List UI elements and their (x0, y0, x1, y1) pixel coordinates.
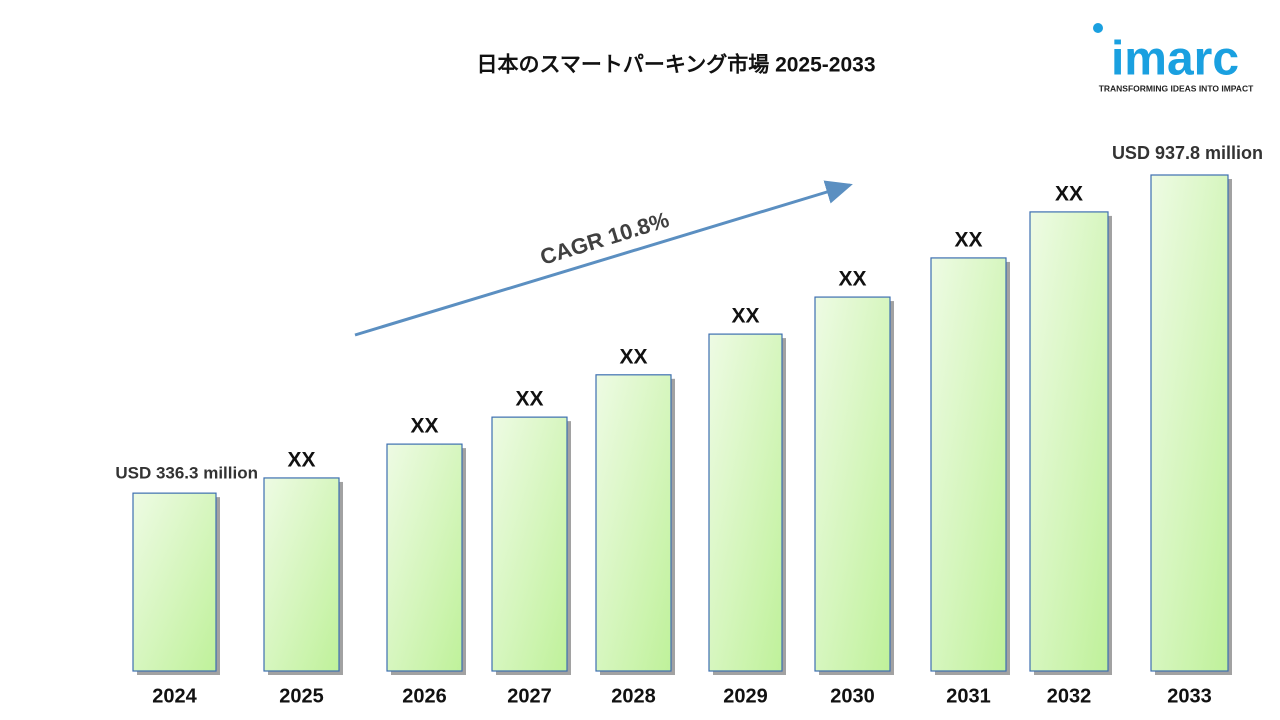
x-tick-label: 2030 (830, 685, 875, 707)
x-tick-label: 2026 (402, 685, 447, 707)
bar (708, 333, 783, 672)
value-label: XX (410, 415, 438, 438)
bar (491, 416, 568, 672)
x-tick-label: 2028 (611, 685, 656, 707)
x-tick-label: 2032 (1047, 685, 1092, 707)
x-tick-label: 2031 (946, 685, 991, 707)
logo: imarc (1111, 33, 1239, 86)
value-label: XX (619, 345, 647, 368)
value-label: XX (954, 228, 982, 251)
value-label: USD 937.8 million (1112, 143, 1263, 163)
value-label: XX (515, 388, 543, 411)
bar (1150, 174, 1229, 672)
x-tick-label: 2025 (279, 685, 324, 707)
x-tick-label: 2024 (152, 685, 197, 707)
chart-title: 日本のスマートパーキング市場 2025-2033 (477, 53, 876, 77)
value-label: XX (731, 305, 759, 328)
bar (132, 492, 217, 672)
value-label: XX (287, 448, 315, 471)
x-tick-label: 2033 (1167, 685, 1212, 707)
trend-arrow (354, 180, 853, 337)
value-label: USD 336.3 million (115, 464, 258, 483)
logo-dot (1093, 23, 1103, 33)
x-tick-label: 2027 (507, 685, 552, 707)
bar (386, 443, 463, 672)
bar (1029, 211, 1109, 672)
bar (595, 374, 672, 672)
logo-tagline: TRANSFORMING IDEAS INTO IMPACT (1099, 83, 1254, 93)
bar (814, 296, 891, 672)
bar (263, 477, 340, 672)
x-tick-label: 2029 (723, 685, 768, 707)
value-label: XX (838, 268, 866, 291)
value-label: XX (1055, 182, 1083, 205)
bar (930, 257, 1007, 672)
